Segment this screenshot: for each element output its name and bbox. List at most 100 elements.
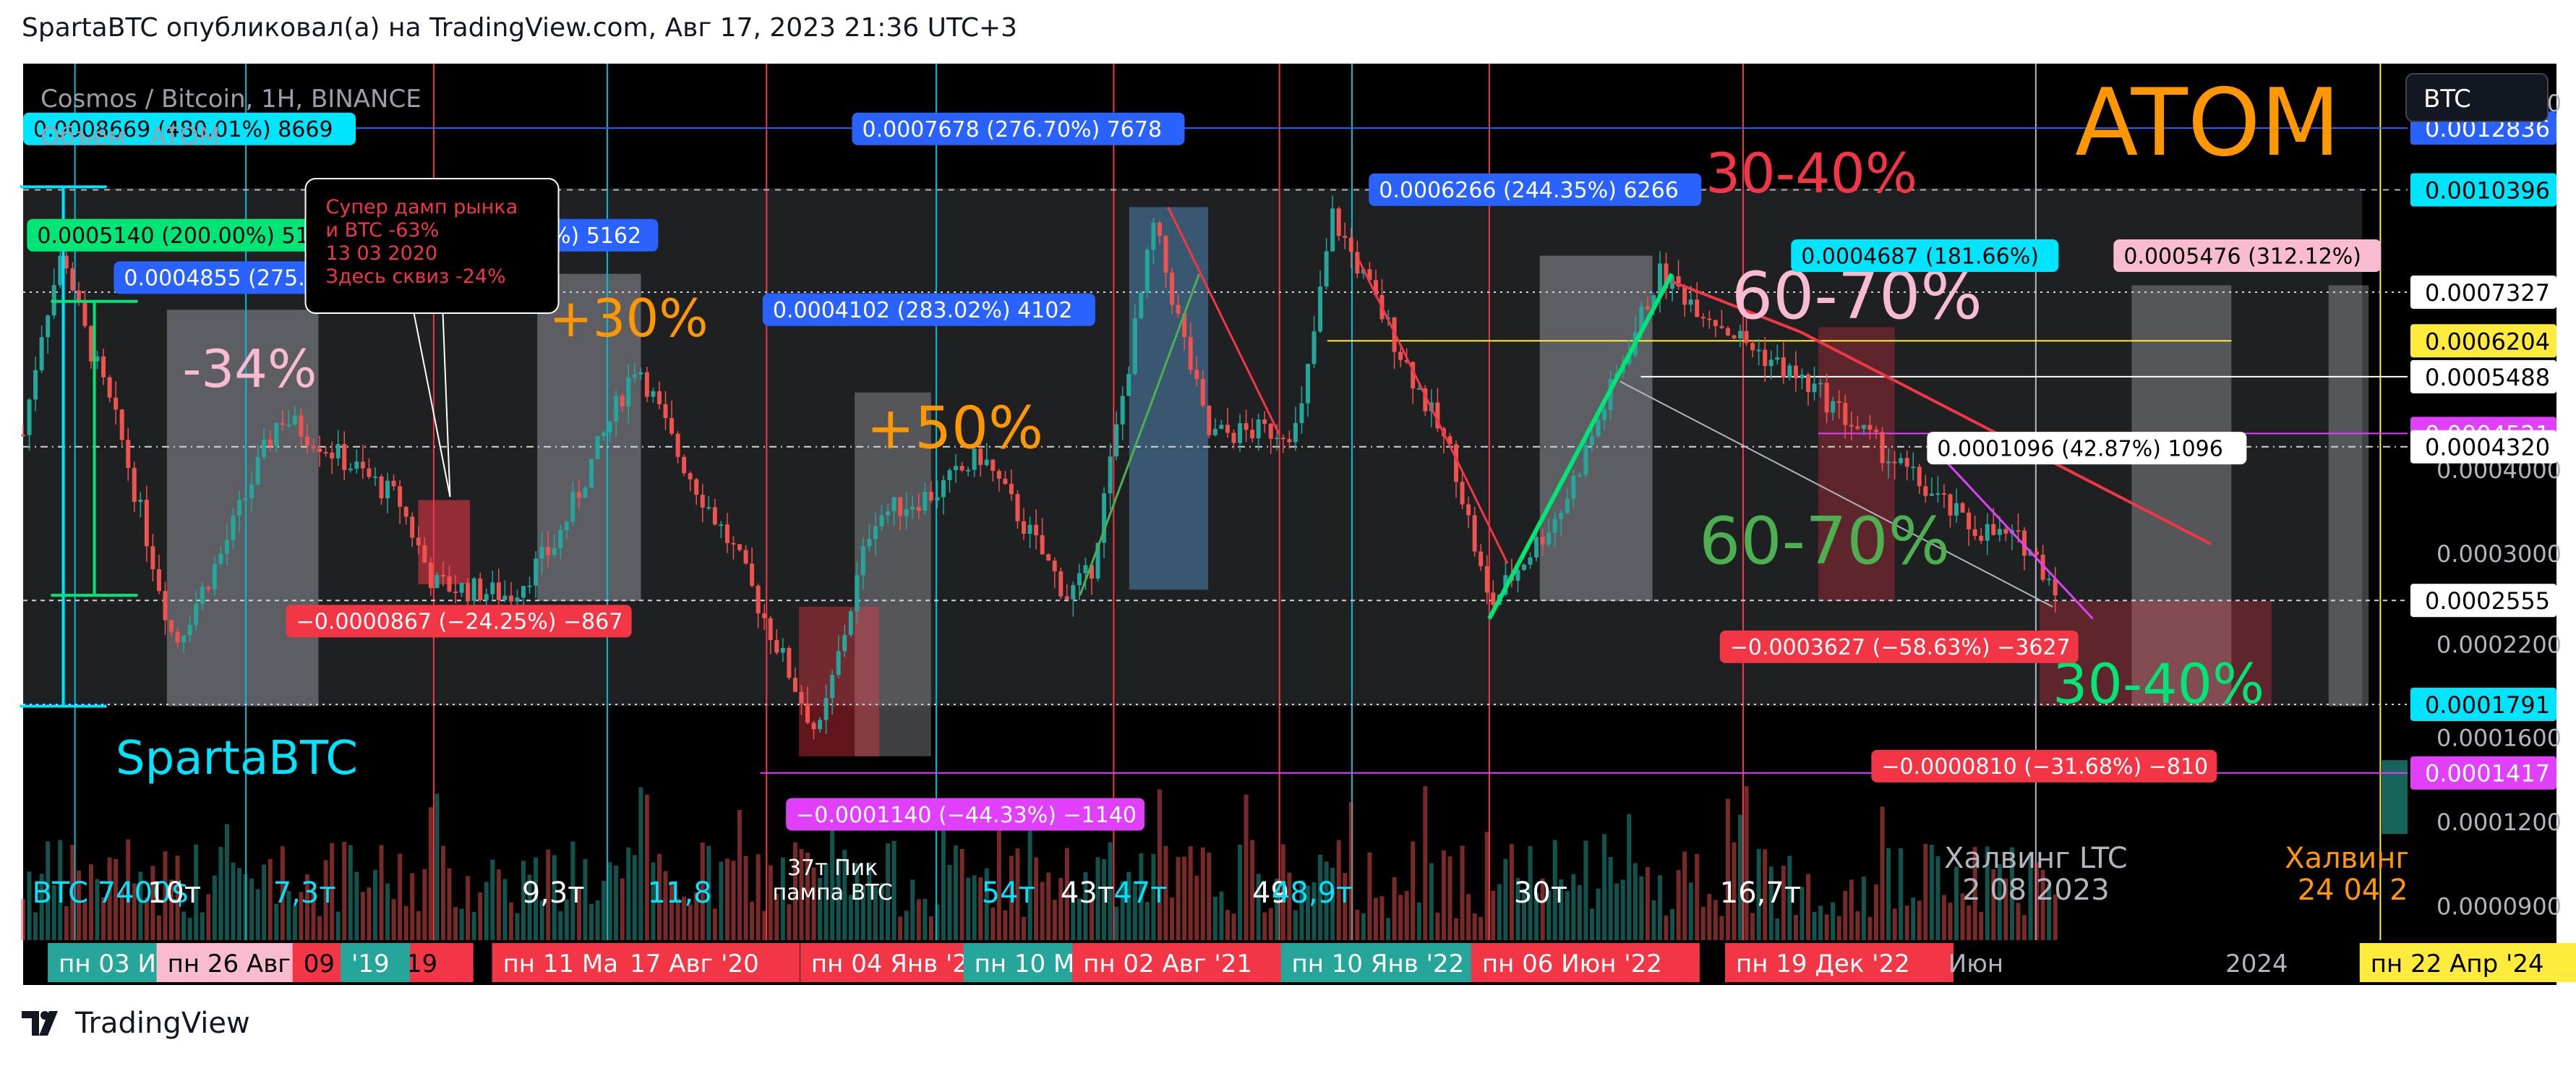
volume-bar-263 xyxy=(1645,867,1650,940)
candle-body-92 xyxy=(589,459,594,488)
note-line-1: и BTC -63% xyxy=(326,219,440,242)
price-label-box-7 xyxy=(2410,584,2556,618)
candle-body-163 xyxy=(1027,524,1032,534)
volume-bar-88 xyxy=(564,899,569,940)
date-label-box-5 xyxy=(619,943,800,982)
candle-body-237 xyxy=(1484,566,1489,593)
volume-bar-57 xyxy=(372,869,377,940)
candle-body-177 xyxy=(1114,424,1119,457)
volume-bar-237 xyxy=(1484,832,1489,940)
volume-bar-60 xyxy=(391,899,396,940)
candle-body-140 xyxy=(886,511,891,516)
candle-body-312 xyxy=(1948,494,1953,516)
candle-body-53 xyxy=(348,469,353,471)
volume-bar-139 xyxy=(879,883,884,940)
candle-body-76 xyxy=(490,582,495,594)
candle-body-106 xyxy=(675,433,680,457)
candle-body-81 xyxy=(521,586,526,598)
candle-body-175 xyxy=(1102,493,1107,543)
volume-bar-28 xyxy=(194,844,199,940)
trend-line-4 xyxy=(1671,280,1801,333)
volume-bar-107 xyxy=(682,896,687,940)
volume-bar-19 xyxy=(138,871,143,940)
candle-body-193 xyxy=(1212,428,1218,435)
candle-body-282 xyxy=(1763,349,1768,367)
date-label-5: 17 Авг '20 xyxy=(630,950,759,978)
volume-bar-171 xyxy=(1077,898,1082,940)
volume-bar-246 xyxy=(1540,878,1545,940)
volume-bar-257 xyxy=(1608,857,1613,940)
volume-bar-117 xyxy=(743,856,748,940)
symbol-badge[interactable]: BTC xyxy=(2405,73,2549,122)
volume-bar-201 xyxy=(1262,912,1267,940)
volume-bar-234 xyxy=(1466,894,1471,940)
volume-bar-193 xyxy=(1212,897,1218,940)
candle-body-4 xyxy=(46,315,51,338)
footer-logo-text: TradingView xyxy=(75,1007,250,1040)
candle-body-218 xyxy=(1367,269,1372,281)
volume-bar-41 xyxy=(274,903,279,940)
candle-body-253 xyxy=(1583,445,1588,475)
volume-label-8: 49 xyxy=(1252,877,1289,910)
date-label-14: пн 22 Апр '24 xyxy=(2371,950,2544,978)
volume-bar-31 xyxy=(212,875,217,940)
candle-body-219 xyxy=(1373,280,1378,296)
volume-bar-44 xyxy=(292,905,297,940)
volume-bar-0 xyxy=(21,899,25,940)
candle-body-95 xyxy=(607,421,612,432)
candle-body-304 xyxy=(1899,458,1904,464)
volume-bar-50 xyxy=(330,843,335,940)
volume-bar-66 xyxy=(428,807,433,940)
candle-body-61 xyxy=(398,486,403,507)
candle-body-44 xyxy=(292,415,297,425)
trend-line-0 xyxy=(1079,273,1201,596)
volume-bar-34 xyxy=(231,862,236,940)
candle-body-244 xyxy=(1528,557,1533,565)
candle-body-139 xyxy=(879,515,884,526)
volume-bar-312 xyxy=(1948,903,1953,940)
volume-bar-134 xyxy=(848,895,853,940)
volume-bar-59 xyxy=(385,883,390,940)
volume-bar-92 xyxy=(589,903,594,940)
volume-bar-215 xyxy=(1348,802,1353,940)
volume-bar-69 xyxy=(447,868,452,940)
candle-body-171 xyxy=(1077,573,1082,586)
volume-bar-70 xyxy=(453,907,458,940)
candle-body-281 xyxy=(1756,349,1761,351)
candle-body-198 xyxy=(1244,423,1249,430)
volume-bar-40 xyxy=(268,858,273,940)
volume-bar-124 xyxy=(787,904,792,940)
chart-title: Cosmos / Bitcoin, 1H, BINANCE xyxy=(40,85,422,114)
candle-body-162 xyxy=(1022,521,1027,534)
candle-body-29 xyxy=(200,587,205,604)
candle-body-201 xyxy=(1262,419,1267,425)
volume-bar-199 xyxy=(1250,840,1255,940)
halving-0-line-0: Халвинг LTC xyxy=(1944,842,2128,875)
volume-bar-27 xyxy=(187,918,192,940)
volume-bar-177 xyxy=(1114,906,1119,940)
volume-bar-278 xyxy=(1738,814,1743,940)
volume-bar-260 xyxy=(1627,814,1632,940)
volume-bar-82 xyxy=(527,874,532,940)
volume-bar-287 xyxy=(1793,915,1798,940)
volume-bar-224 xyxy=(1404,890,1409,940)
candle-body-284 xyxy=(1775,357,1780,360)
candle-body-93 xyxy=(595,436,600,459)
big-label-0: -34% xyxy=(182,338,317,399)
volume-bar-160 xyxy=(1009,856,1014,940)
volume-bar-105 xyxy=(669,881,675,940)
candle-body-194 xyxy=(1219,425,1224,429)
callout-12-box xyxy=(1871,749,2217,783)
volume-bar-217 xyxy=(1361,913,1366,940)
candle-body-205 xyxy=(1287,439,1292,443)
candle-body-168 xyxy=(1058,571,1064,597)
volume-bar-301 xyxy=(1880,806,1885,940)
volume-bar-138 xyxy=(873,886,878,940)
volume-bar-242 xyxy=(1515,878,1520,940)
candle-body-160 xyxy=(1009,484,1014,495)
candle-body-17 xyxy=(126,440,131,468)
candle-body-101 xyxy=(644,372,649,397)
price-label-4: 0.0005488 xyxy=(2425,364,2550,391)
